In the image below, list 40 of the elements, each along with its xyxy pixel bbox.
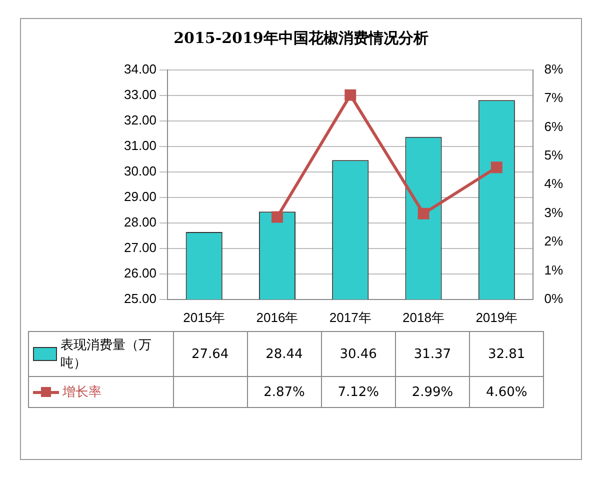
y2-tick-label: 7%: [544, 90, 564, 106]
data-label: 32.81: [470, 332, 544, 376]
y2-tick-label: 3%: [544, 204, 564, 220]
data-label: 2.99%: [395, 376, 470, 408]
x-tick-label: 2017年: [329, 310, 372, 325]
y2-tick-label: 2%: [544, 234, 564, 249]
x-tick-label: 2019年: [476, 310, 518, 325]
y-tick-label: 32.00: [124, 112, 157, 128]
data-label: 31.37: [395, 332, 470, 376]
y-tick-label: 25.00: [124, 290, 157, 306]
y2-tick-label: 5%: [544, 147, 564, 162]
y2-tick-label: 4%: [544, 176, 564, 192]
point: [490, 162, 502, 174]
point: [344, 89, 356, 101]
y-tick-label: 30.00: [124, 163, 157, 178]
x-tick-label: 2018年: [402, 310, 444, 325]
y2-tick-label: 0%: [544, 290, 564, 306]
data-label: 28.44: [247, 332, 322, 376]
y-tick-label: 29.00: [124, 188, 157, 204]
x-tick-label: 2015年: [183, 310, 226, 325]
legend-label: 表现消费量（万吨）: [60, 337, 153, 372]
y-tick-label: 31.00: [124, 138, 157, 153]
point: [418, 208, 430, 220]
y-tick-label: 26.00: [124, 265, 157, 280]
y-tick-label: 34.00: [124, 61, 157, 76]
y-tick-label: 28.00: [124, 214, 157, 230]
data-label: 7.12%: [321, 376, 396, 408]
chart-title: 2015-2019年中国花椒消费情况分析: [172, 29, 430, 48]
y-tick-label: 33.00: [124, 86, 157, 102]
data-label: 30.46: [321, 332, 396, 376]
y-tick-label: 27.00: [124, 240, 157, 255]
y2-tick-label: 1%: [544, 262, 564, 278]
data-label: 4.60%: [470, 376, 544, 408]
x-tick-label: 2016年: [256, 310, 298, 325]
legend-label: 增长率: [62, 385, 102, 400]
data-label: 2.87%: [247, 376, 322, 408]
y2-tick-label: 8%: [544, 61, 564, 76]
point: [271, 211, 283, 223]
y2-tick-label: 6%: [544, 118, 564, 134]
data-label: 27.64: [173, 332, 248, 376]
